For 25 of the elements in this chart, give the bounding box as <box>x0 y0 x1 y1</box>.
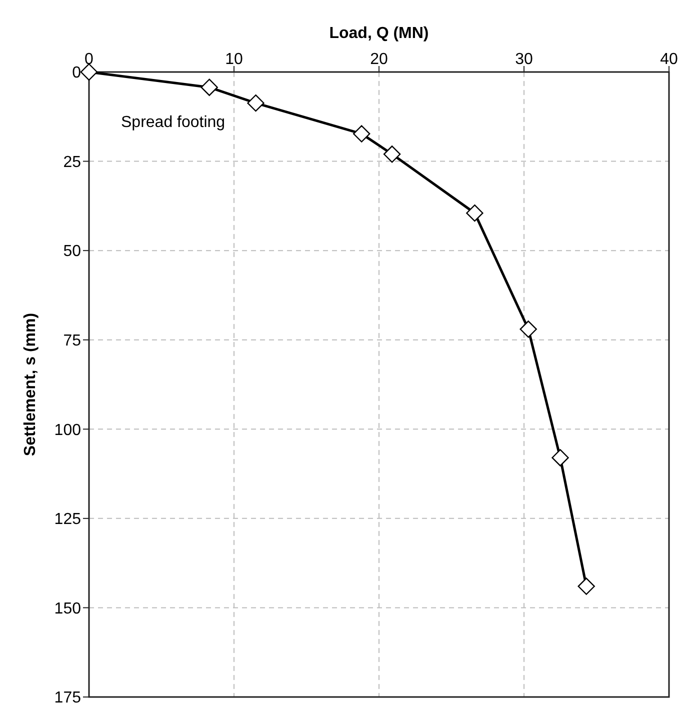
point <box>200 78 218 96</box>
y-tick-label: 150 <box>54 600 82 618</box>
point <box>353 125 370 142</box>
point <box>552 449 569 466</box>
y-tick-label: 50 <box>63 243 82 260</box>
x-tick-label: 0 <box>84 51 94 68</box>
annotation: Spread footing <box>121 114 226 131</box>
point <box>80 63 98 81</box>
y-axis-title: Settlement, s (mm) <box>22 312 39 456</box>
y-tick-label: 125 <box>54 511 82 528</box>
x-axis-title: Load, Q (MN) <box>329 25 429 42</box>
y-tick-label: 100 <box>54 422 82 439</box>
y-tick-label: 25 <box>63 154 82 171</box>
y-tick-label: 0 <box>72 64 82 82</box>
x-tick-label: 10 <box>225 51 243 68</box>
point <box>466 204 484 222</box>
x-tick-label: 30 <box>515 51 533 68</box>
point <box>247 94 264 112</box>
y-tick-label: 75 <box>63 332 82 350</box>
x-tick-label: 40 <box>660 51 678 68</box>
y-tick-label: 175 <box>54 690 82 704</box>
point <box>383 146 401 163</box>
point <box>520 320 537 338</box>
point <box>578 578 595 595</box>
x-tick-label: 20 <box>370 51 388 68</box>
